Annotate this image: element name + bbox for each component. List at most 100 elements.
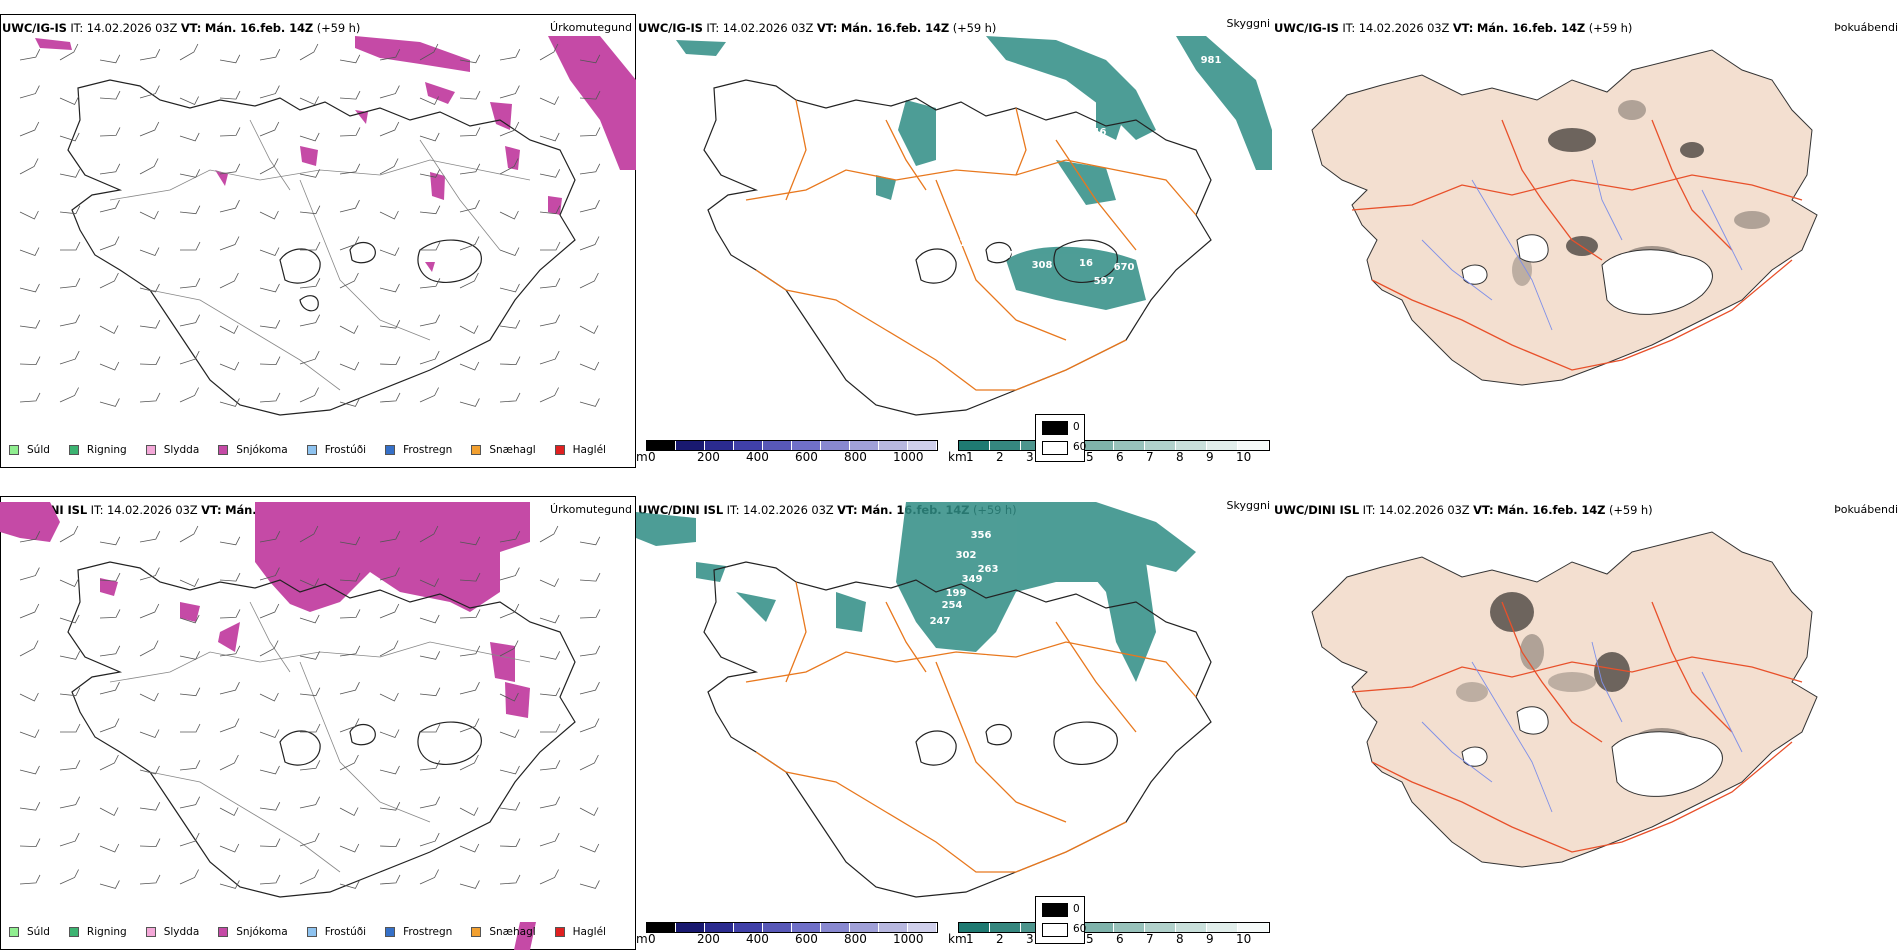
height-colorbar: m 0 200 400 600 800 1000 (636, 922, 938, 946)
wind-barb (339, 572, 361, 582)
wind-barb (379, 121, 400, 137)
height-label: 253 (968, 654, 989, 665)
wind-barb (99, 127, 121, 137)
panel-header: UWC/DINI ISL IT: 14.02.2026 03Z VT: Mán.… (1274, 503, 1653, 517)
iceland-coastline (703, 561, 1212, 898)
wind-barb (579, 325, 599, 335)
wind-barb (259, 640, 279, 657)
wind-barb (419, 796, 441, 809)
wind-barb (219, 236, 240, 251)
legend-swatch (306, 927, 317, 937)
wind-barb (499, 874, 521, 885)
wind-barb (59, 132, 80, 142)
wind-barb (459, 361, 480, 371)
wind-barb (379, 320, 401, 329)
colorbar-tick: 800 (844, 450, 867, 464)
wind-barb (459, 681, 480, 695)
wind-barb (99, 199, 120, 213)
wind-barb (339, 127, 361, 137)
legend-swatch (471, 445, 482, 455)
wind-barb (579, 718, 600, 733)
it-value: 14.02.2026 03Z (742, 503, 834, 517)
wind-barb (539, 578, 559, 588)
legend-item: Frostúði (306, 444, 366, 456)
wind-barb (59, 578, 79, 588)
param-title: Skyggni (1226, 499, 1270, 512)
wind-barb (59, 869, 79, 885)
panel-header: UWC/IG-IS IT: 14.02.2026 03Z VT: Mán. 16… (638, 21, 996, 35)
fog-key-low: 60 (1073, 923, 1087, 935)
it-label: IT: (1342, 21, 1356, 35)
wind-barb (179, 169, 201, 178)
wind-barb (339, 718, 360, 733)
wind-barb (419, 760, 441, 771)
visibility-colorbar-cells (958, 440, 1270, 451)
legend-item: Slydda (145, 926, 199, 938)
wind-barb (19, 692, 39, 702)
height-label: 981 (1201, 55, 1222, 66)
wind-barb (259, 692, 279, 702)
wind-barb (379, 603, 400, 619)
colorbar-cell (879, 923, 908, 932)
visibility-unit: km (948, 450, 967, 464)
height-label: 670 (1114, 262, 1135, 273)
param-title: Skyggni (1226, 17, 1270, 30)
height-label: 146 (1086, 127, 1107, 138)
height-colorbar: m 0 200 400 600 800 1000 (636, 440, 938, 464)
wind-barb (99, 90, 121, 100)
wind-barb (499, 802, 521, 811)
wind-barb (419, 578, 439, 588)
wind-barb (99, 807, 119, 817)
wind-barb (179, 525, 199, 543)
colorbar-tick: 400 (746, 450, 769, 464)
wind-barb (19, 729, 40, 738)
wind-barb (339, 754, 359, 771)
wind-barb (419, 651, 441, 660)
wind-barb (539, 43, 559, 61)
it-label: IT: (1362, 503, 1376, 517)
wind-barb (179, 350, 200, 365)
legend-label: Slydda (163, 444, 200, 456)
wind-barb (339, 361, 360, 371)
wind-barb (139, 283, 160, 293)
wind-barb (59, 350, 80, 365)
wind-barb (219, 361, 240, 371)
legend-label: Súld (27, 926, 50, 938)
legend-item: Snæhagl (471, 444, 536, 456)
wind-barb (219, 398, 240, 407)
legend-label: Rigning (86, 444, 127, 456)
legend-item: Snjókoma (218, 444, 288, 456)
it-label: IT: (90, 503, 104, 517)
wind-barb (339, 325, 359, 335)
wind-barb (419, 314, 441, 327)
wind-barb (99, 572, 121, 582)
wind-barb (339, 681, 360, 695)
model-name: UWC/IG-IS (1274, 21, 1339, 35)
colorbar-cell (959, 441, 990, 450)
wind-barb (19, 356, 41, 366)
colorbar-cell (990, 441, 1021, 450)
wind-barb (19, 874, 41, 885)
wind-barb (459, 572, 481, 582)
wind-barb (419, 687, 441, 697)
wind-barb (579, 398, 600, 407)
legend-item: Frostúði (306, 926, 366, 938)
wind-barb (419, 832, 440, 847)
wind-barb (299, 525, 319, 543)
legend-item: Súld (9, 444, 50, 456)
iceland-land (1311, 531, 1818, 868)
panel-frame (0, 14, 636, 468)
wind-barb (579, 54, 601, 64)
legend-label: Snjókoma (236, 926, 288, 938)
wind-barb (19, 765, 40, 775)
wind-barb (219, 199, 240, 213)
wind-barb (459, 880, 480, 889)
roads (1351, 601, 1803, 853)
wind-barb (539, 832, 560, 847)
wind-barb (259, 874, 281, 885)
model-name: UWC/IG-IS (2, 21, 67, 35)
wind-barb (499, 567, 520, 581)
wind-barb (99, 536, 121, 546)
colorbar-cell (908, 923, 937, 932)
legend-swatch (68, 927, 79, 937)
